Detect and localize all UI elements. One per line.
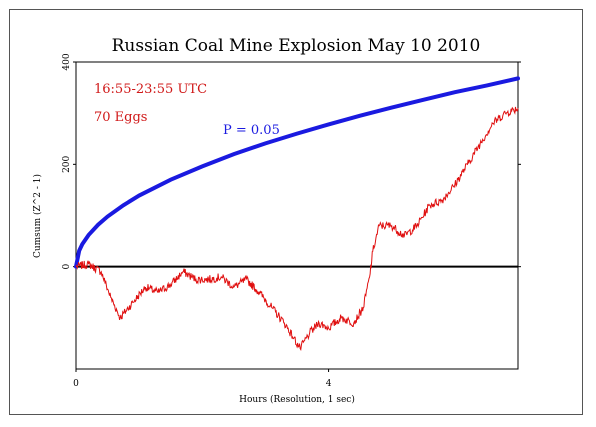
y-tick-label: 0 [62,264,72,270]
y-tick-label: 200 [62,155,72,172]
time-range-label: 16:55-23:55 UTC [94,82,207,97]
x-tick-label: 4 [326,379,332,389]
p-value-label: P = 0.05 [223,123,280,138]
cumsum-line [75,106,519,352]
plot-area [75,61,519,370]
x-axis-label: Hours (Resolution, 1 sec) [239,394,355,405]
chart-frame [9,9,583,415]
probability-envelope-line [74,76,520,269]
x-tick-label: 0 [73,379,79,389]
eggs-count-label: 70 Eggs [94,110,147,125]
y-tick-label: 400 [62,53,72,70]
chart-title: Russian Coal Mine Explosion May 10 2010 [112,36,481,56]
y-axis-label: Cumsum (Z^2 - 1) [32,174,43,258]
